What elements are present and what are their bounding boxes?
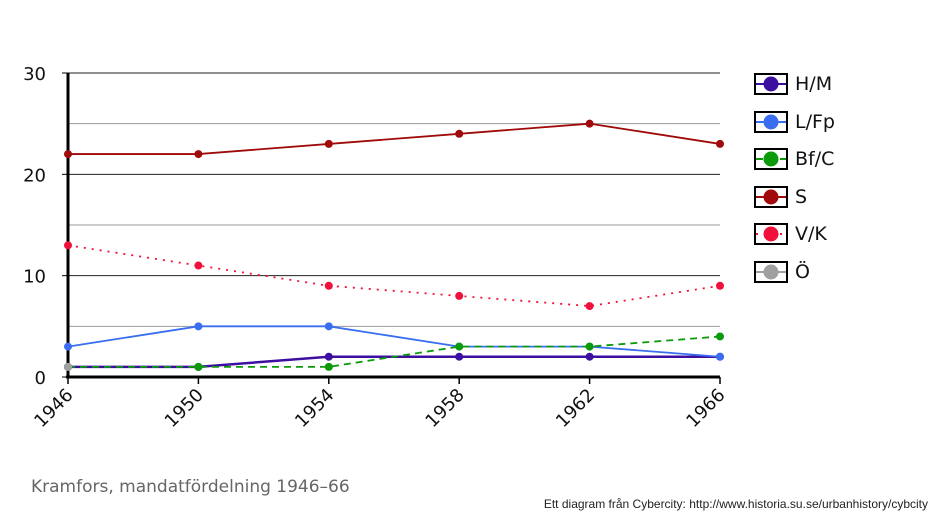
data-point bbox=[324, 362, 333, 371]
y-tick-label: 10 bbox=[23, 267, 46, 288]
data-point bbox=[585, 342, 594, 351]
legend-key bbox=[754, 185, 788, 208]
legend-marker-icon bbox=[756, 76, 786, 92]
legend-marker-icon bbox=[756, 189, 786, 204]
y-tick-labels: 0 10 20 30 bbox=[23, 64, 46, 389]
legend-marker-icon bbox=[756, 151, 786, 167]
legend-dot bbox=[763, 151, 779, 167]
legend-item: Bf/C bbox=[754, 147, 924, 185]
legend-item: S bbox=[754, 185, 924, 223]
x-tick-label: 1954 bbox=[291, 385, 338, 432]
x-tick-label: 1946 bbox=[30, 385, 77, 432]
legend-dot bbox=[763, 189, 779, 204]
data-point bbox=[194, 322, 203, 331]
grid bbox=[68, 72, 720, 327]
x-tick-label: 1958 bbox=[421, 385, 468, 432]
legend-label: L/Fp bbox=[795, 110, 835, 133]
series-S bbox=[64, 119, 724, 159]
data-point bbox=[455, 342, 464, 351]
chart-caption: Kramfors, mandatfördelning 1946–66 bbox=[31, 477, 350, 497]
x-tick-label: 1962 bbox=[552, 385, 599, 432]
legend-label: Ö bbox=[795, 260, 810, 283]
data-point bbox=[64, 150, 72, 159]
data-point bbox=[455, 352, 464, 361]
credit-text: Ett diagram från Cybercity: http://www.h… bbox=[543, 497, 928, 511]
data-point bbox=[716, 281, 724, 290]
series-line bbox=[67, 244, 721, 307]
series-H/M bbox=[64, 352, 724, 371]
y-tick-label: 20 bbox=[23, 165, 46, 186]
data-point bbox=[324, 322, 333, 331]
data-point bbox=[64, 342, 72, 351]
legend-key bbox=[754, 223, 788, 245]
data-point bbox=[716, 332, 724, 341]
series-V/K bbox=[64, 241, 724, 311]
legend-marker-icon bbox=[756, 114, 786, 129]
data-point bbox=[324, 139, 333, 148]
data-point bbox=[194, 261, 203, 270]
series-line bbox=[68, 335, 721, 368]
legend-key bbox=[754, 260, 788, 283]
legend-marker-icon bbox=[756, 264, 786, 279]
data-point bbox=[455, 291, 464, 300]
data-point bbox=[64, 362, 72, 371]
legend-key bbox=[754, 110, 788, 133]
series bbox=[64, 119, 724, 371]
series-Bf/C bbox=[64, 332, 724, 371]
data-point bbox=[716, 139, 724, 148]
data-point bbox=[455, 129, 464, 138]
legend-item: Ö bbox=[754, 260, 924, 298]
data-point bbox=[585, 119, 594, 128]
legend-label: Bf/C bbox=[795, 148, 835, 170]
data-point bbox=[585, 352, 594, 361]
series-line bbox=[67, 325, 721, 358]
data-point bbox=[194, 362, 203, 371]
x-tick-label: 1966 bbox=[682, 385, 729, 432]
data-point bbox=[324, 281, 333, 290]
axes bbox=[62, 72, 721, 384]
legend: H/M L/Fp Bf/C S V/K Ö bbox=[754, 72, 924, 297]
legend-dot bbox=[763, 76, 779, 92]
data-point bbox=[585, 302, 594, 311]
x-tick-label: 1950 bbox=[161, 385, 208, 432]
legend-label: V/K bbox=[795, 223, 827, 245]
legend-key bbox=[754, 73, 788, 95]
legend-dot bbox=[763, 226, 779, 242]
data-point bbox=[194, 150, 203, 159]
legend-item: V/K bbox=[754, 222, 924, 260]
data-point bbox=[716, 352, 724, 361]
series-L/Fp bbox=[64, 322, 724, 361]
legend-dot bbox=[763, 114, 779, 129]
series-line bbox=[68, 122, 721, 155]
data-point bbox=[64, 241, 72, 250]
series-line bbox=[68, 355, 720, 369]
legend-label: S bbox=[795, 185, 808, 208]
legend-label: H/M bbox=[795, 73, 833, 95]
legend-dot bbox=[763, 264, 779, 279]
x-tick-labels: 1946 1950 1954 1958 1962 1966 bbox=[30, 385, 729, 432]
legend-item: H/M bbox=[754, 72, 924, 110]
legend-marker-icon bbox=[756, 226, 786, 242]
series-Ö bbox=[64, 362, 72, 371]
legend-key bbox=[754, 148, 788, 170]
legend-item: L/Fp bbox=[754, 110, 924, 148]
y-tick-label: 30 bbox=[23, 64, 46, 85]
data-point bbox=[324, 352, 333, 361]
y-tick-label: 0 bbox=[35, 368, 46, 389]
